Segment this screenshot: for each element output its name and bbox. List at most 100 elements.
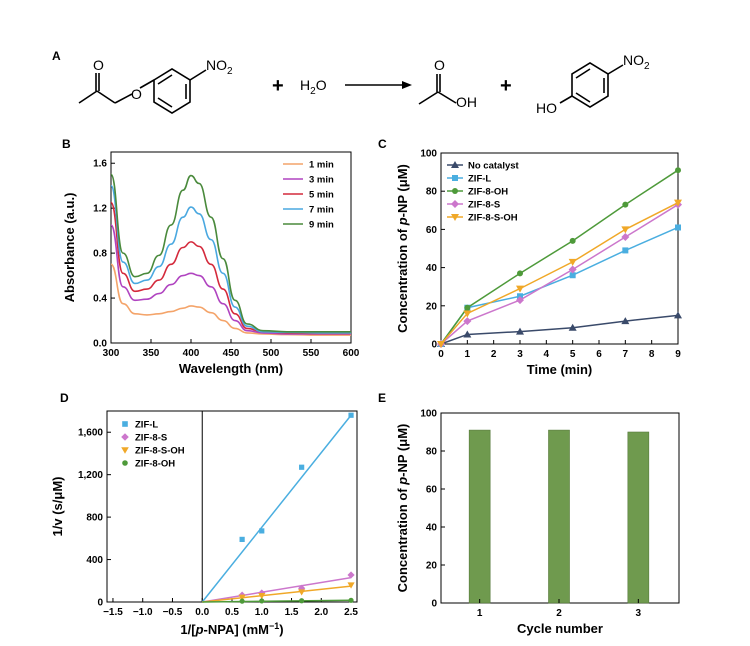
x-tick-label: 1 bbox=[465, 349, 471, 360]
bar-cycle-1 bbox=[468, 429, 491, 604]
legend-marker bbox=[452, 175, 458, 181]
data-point-ZIF-8-S bbox=[298, 584, 306, 592]
panel-label-c: C bbox=[378, 137, 387, 151]
legend-entry: ZIF-8-OH bbox=[135, 459, 175, 470]
x-tick-label: 6 bbox=[596, 349, 602, 360]
x-axis-label: Time (min) bbox=[527, 362, 593, 377]
ester-o: O bbox=[131, 86, 142, 102]
series-line-ZIF-8-S-OH bbox=[440, 201, 679, 345]
legend-entry: ZIF-8-S bbox=[468, 200, 500, 211]
y-tick-label: 40 bbox=[426, 263, 438, 274]
fit-line-ZIF-8-S-OH bbox=[202, 585, 352, 603]
data-point-No catalyst bbox=[674, 311, 682, 319]
legend-marker bbox=[122, 421, 128, 427]
data-point-ZIF-8-OH bbox=[622, 201, 629, 208]
p-nitrophenyl-acetate-structure bbox=[78, 68, 207, 114]
x-tick-label: 1.0 bbox=[255, 607, 269, 618]
legend-marker bbox=[451, 200, 459, 208]
p-nitrophenol-structure bbox=[559, 62, 624, 108]
data-point-ZIF-8-S bbox=[347, 571, 355, 579]
series-line-3-min bbox=[110, 224, 351, 335]
ester-carbonyl-o: O bbox=[93, 57, 104, 73]
y-tick-label: 1,200 bbox=[78, 470, 103, 481]
x-tick-label: −0.5 bbox=[163, 607, 183, 618]
legend-marker bbox=[122, 460, 128, 466]
x-tick-label: 400 bbox=[183, 348, 200, 359]
data-point-ZIF-L bbox=[675, 224, 681, 231]
panel-label-a: A bbox=[52, 49, 61, 63]
data-point-ZIF-8-S bbox=[621, 233, 630, 242]
x-tick-label: 1.5 bbox=[285, 607, 299, 618]
x-tick-label: 550 bbox=[303, 348, 320, 359]
legend-entry: No catalyst bbox=[468, 161, 520, 172]
y-tick-label: 400 bbox=[86, 555, 103, 566]
plot-frame bbox=[440, 152, 679, 345]
data-point-ZIF-8-S-OH bbox=[298, 589, 306, 596]
legend-entry: 1 min bbox=[309, 160, 334, 171]
series-line-ZIF-8-S bbox=[440, 203, 679, 345]
y-tick-label: 800 bbox=[86, 513, 103, 524]
data-point-ZIF-8-OH bbox=[675, 167, 681, 174]
data-point-ZIF-8-OH bbox=[569, 237, 576, 244]
data-point-ZIF-8-S bbox=[463, 317, 472, 326]
x-axis-label: Wavelength (nm) bbox=[179, 361, 283, 376]
legend-entry: 7 min bbox=[309, 205, 334, 216]
x-tick-label: 3 bbox=[517, 349, 523, 360]
x-tick-label: 2 bbox=[556, 608, 562, 619]
phenol-ho: HO bbox=[536, 100, 557, 116]
data-point-ZIF-8-S-OH bbox=[674, 199, 682, 207]
panel-label-d: D bbox=[60, 391, 69, 405]
data-point-No catalyst bbox=[516, 327, 524, 335]
y-tick-label: 40 bbox=[426, 523, 438, 534]
data-point-ZIF-8-S bbox=[568, 265, 577, 274]
data-point-ZIF-L bbox=[622, 247, 629, 254]
data-point-ZIF-8-S-OH bbox=[463, 310, 472, 318]
chart-b-absorbance: 300 350 400 450 500 550 600 0.0 0.4 0.8 1.2 1.6 1 mi… bbox=[62, 151, 360, 376]
legend-entry: 9 min bbox=[309, 220, 334, 231]
y-tick-label: 60 bbox=[426, 485, 438, 496]
legend-marker bbox=[451, 214, 459, 221]
data-point-ZIF-8-OH bbox=[239, 598, 245, 604]
data-point-ZIF-8-OH bbox=[348, 597, 354, 603]
x-tick-label: 0 bbox=[438, 349, 444, 360]
x-tick-label: 4 bbox=[544, 349, 550, 360]
x-tick-label: 5 bbox=[570, 349, 576, 360]
x-axis-label: 1/[p-NPA] (mM−1) bbox=[180, 621, 283, 637]
nitro-group-1: NO2 bbox=[206, 57, 233, 77]
legend-marker bbox=[451, 161, 459, 168]
plus-sign-2: + bbox=[500, 75, 512, 97]
legend-entry: ZIF-8-OH bbox=[468, 187, 508, 198]
reaction-scheme: A O O NO2 + H2O O bbox=[52, 49, 650, 116]
series-line-9-min bbox=[110, 173, 351, 333]
data-point-ZIF-L bbox=[259, 528, 265, 534]
data-point-ZIF-8-OH bbox=[299, 598, 305, 604]
data-point-ZIF-8-S-OH bbox=[238, 594, 246, 601]
x-axis-label: Cycle number bbox=[517, 621, 603, 636]
data-point-No catalyst bbox=[621, 317, 630, 325]
y-tick-label: 100 bbox=[420, 409, 437, 420]
legend-marker bbox=[452, 188, 458, 194]
x-tick-label: 2.0 bbox=[314, 607, 328, 618]
y-tick-label: 60 bbox=[426, 225, 438, 236]
y-axis-label: 1/v (s/μM) bbox=[50, 477, 65, 537]
legend-entry: 5 min bbox=[309, 190, 334, 201]
fit-line-ZIF-8-S bbox=[202, 576, 352, 603]
y-tick-label: 1.6 bbox=[93, 159, 107, 170]
legend-entry: ZIF-8-S bbox=[135, 433, 167, 444]
series-line-7-min bbox=[110, 184, 351, 334]
y-tick-label: 0 bbox=[97, 598, 103, 609]
y-tick-label: 1.2 bbox=[93, 204, 107, 215]
data-point-ZIF-L bbox=[569, 272, 576, 279]
data-point-No catalyst bbox=[463, 330, 472, 338]
acid-oh: OH bbox=[456, 94, 477, 110]
chart-d-lineweaver-burk: −1.5 −1.0 −0.5 0.0 0.5 1.0 1.5 2.0 2.5 0 400 800 1,2… bbox=[50, 410, 358, 637]
data-point-ZIF-8-S-OH bbox=[516, 285, 524, 293]
y-tick-label: 0.8 bbox=[93, 249, 107, 260]
chart-c-concentration-time: 0 1 2 3 4 5 6 7 8 9 0 20 40 60 80 100 No catalyst ZIF-L ZI… bbox=[395, 149, 682, 377]
y-tick-label: 0.0 bbox=[93, 339, 107, 350]
x-tick-label: 500 bbox=[263, 348, 280, 359]
nitro-group-2: NO2 bbox=[623, 52, 650, 72]
x-tick-label: 8 bbox=[649, 349, 655, 360]
data-point-ZIF-L bbox=[348, 412, 354, 418]
